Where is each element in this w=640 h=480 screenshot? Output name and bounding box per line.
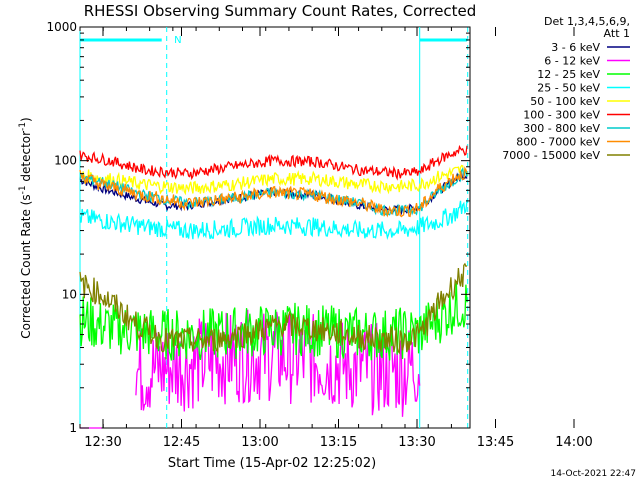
series-800-7000-kevline xyxy=(79,166,468,218)
legend-header-line1: Det 1,3,4,5,6,9, xyxy=(544,15,630,28)
x-tick-label: 14:00 xyxy=(555,435,592,450)
legend-label: 50 - 100 keV xyxy=(530,95,600,108)
legend-label: 25 - 50 keV xyxy=(537,82,600,95)
y-label-end: ) xyxy=(19,117,33,122)
legend-label: 300 - 800 keV xyxy=(523,122,600,135)
x-tick-label: 13:30 xyxy=(398,435,435,450)
y-axis-ticks: 1 10 100 1000 xyxy=(46,20,470,435)
chart-title: RHESSI Observing Summary Count Rates, Co… xyxy=(84,2,477,20)
y-tick-label: 1 xyxy=(69,421,77,435)
series-25-50-kevline xyxy=(79,199,468,241)
y-axis-label: Corrected Count Rate (s-1 detector-1) xyxy=(18,117,33,338)
time-marker-lines xyxy=(79,27,469,428)
footer-date: 14-Oct-2021 22:47 xyxy=(551,469,636,479)
x-tick-label: 13:00 xyxy=(241,435,278,450)
y-tick-label: 10 xyxy=(62,287,77,301)
y-label-sup2: -1 xyxy=(18,122,28,131)
series-7000-15000-kevline xyxy=(79,262,468,355)
series-100-300-kevline xyxy=(79,144,468,181)
legend-label: 6 - 12 keV xyxy=(544,55,600,68)
y-label-mid: detector xyxy=(19,131,33,186)
legend-label: 7000 - 15000 keV xyxy=(502,149,600,162)
x-axis-ticks: 12:30 12:45 13:00 13:15 13:30 13:45 14:00 xyxy=(79,27,593,450)
legend-label: 100 - 300 keV xyxy=(523,109,600,122)
y-label-main: Corrected Count Rate (s xyxy=(19,194,33,338)
y-tick-label: 100 xyxy=(54,154,77,168)
annotation-label: N xyxy=(174,35,181,46)
y-label-sup1: -1 xyxy=(18,185,28,194)
y-tick-label: 1000 xyxy=(46,20,77,34)
legend-label: 3 - 6 keV xyxy=(551,41,600,54)
series-50-100-kevline xyxy=(79,164,468,196)
series-6-12-kevline xyxy=(135,309,421,417)
series-300-800-kevline xyxy=(79,167,468,217)
x-tick-label: 12:45 xyxy=(163,435,200,450)
legend-label: 12 - 25 keV xyxy=(537,68,600,81)
x-tick-label: 13:15 xyxy=(320,435,357,450)
x-tick-label: 12:30 xyxy=(84,435,121,450)
x-tick-label: 13:45 xyxy=(477,435,514,450)
legend-header-line2: Att 1 xyxy=(604,27,630,40)
x-axis-label: Start Time (15-Apr-02 12:25:02) xyxy=(168,456,376,471)
series-12-25-kevline xyxy=(79,281,468,361)
legend-label: 800 - 7000 keV xyxy=(516,136,600,149)
